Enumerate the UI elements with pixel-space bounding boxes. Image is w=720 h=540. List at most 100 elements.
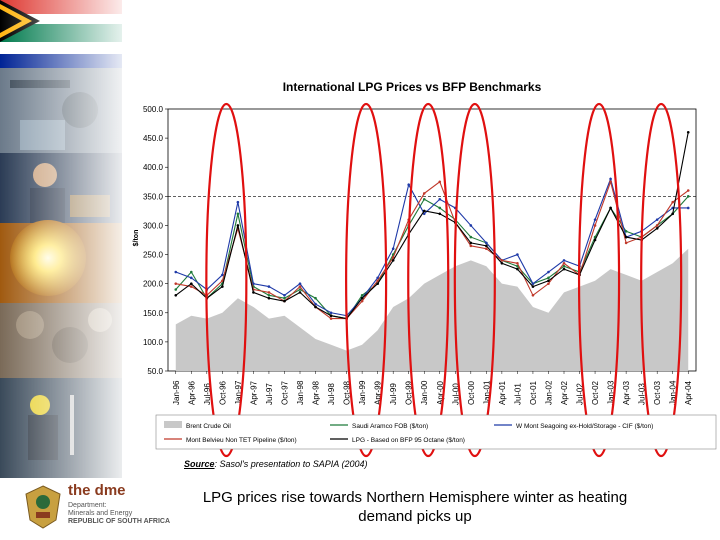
legend: Brent Crude Oil Saudi Aramco FOB ($/ton) W…: [155, 414, 717, 450]
series-point-3: [500, 261, 504, 265]
series-point-1: [376, 276, 379, 280]
series-point-2: [469, 244, 473, 248]
logo-line-3: REPUBLIC OF SOUTH AFRICA: [68, 518, 171, 525]
series-point-3: [391, 259, 395, 262]
x-tick-label: Jan-01: [482, 380, 491, 405]
series-point-2: [422, 192, 426, 195]
series-point-3: [283, 299, 286, 303]
legend-label: Mont Belvieu Non TET Pipeline ($/ton): [186, 437, 297, 444]
x-tick-label: Apr-03: [622, 380, 631, 405]
series-point-2: [593, 224, 597, 227]
series-point-0: [267, 294, 271, 297]
series-point-0: [547, 276, 550, 280]
series-point-3: [655, 227, 659, 230]
series-point-3: [376, 282, 379, 285]
x-tick-label: Oct-97: [280, 380, 289, 405]
series-point-3: [469, 241, 473, 245]
series-point-2: [686, 189, 690, 192]
x-tick-label: Jan-03: [607, 380, 616, 405]
x-tick-label: Oct-00: [467, 380, 476, 405]
x-tick-label: Apr-02: [560, 380, 569, 405]
series-line-2: [175, 179, 689, 320]
x-tick-label: Apr-04: [684, 380, 693, 405]
series-point-1: [252, 282, 255, 285]
highlight-ellipse: [577, 102, 621, 458]
series-point-3: [314, 305, 317, 309]
series-point-0: [298, 288, 302, 291]
series-point-1: [562, 259, 566, 262]
source-note: Source: Sasol's presentation to SAPIA (2…: [184, 459, 368, 469]
series-point-2: [376, 279, 379, 283]
legend-box: [155, 414, 717, 450]
logo-line-1: Department:: [68, 502, 107, 509]
series-point-0: [686, 195, 690, 198]
series-point-3: [189, 282, 193, 285]
y-tick-label: 300.0: [143, 221, 164, 230]
series-point-1: [485, 241, 488, 245]
series-point-0: [422, 197, 426, 201]
series-point-1: [547, 270, 550, 274]
series-point-0: [189, 270, 193, 274]
series-point-0: [174, 288, 178, 291]
x-tick-label: Jul-03: [638, 383, 647, 405]
source-text: : Sasol's presentation to SAPIA (2004): [214, 459, 368, 469]
series-point-1: [609, 177, 612, 181]
x-tick-label: Apr-00: [436, 380, 445, 405]
series-point-3: [298, 291, 302, 294]
series-point-2: [438, 180, 442, 184]
footer: the dme Department: Minerals and Energy …: [0, 478, 720, 540]
x-tick-label: Jul-02: [576, 383, 585, 405]
plot-layer: 500.0 450.0 400.0 350.0 300.0 250.0 200.0 150.0…: [143, 102, 697, 458]
x-tick-label: Oct-03: [653, 380, 662, 405]
y-tick-label: 400.0: [143, 163, 164, 172]
series-point-2: [547, 282, 550, 285]
series-point-2: [329, 317, 333, 320]
series-point-3: [329, 314, 333, 317]
x-tick-label: Jul-97: [265, 383, 274, 405]
x-tick-label: Oct-98: [343, 380, 352, 405]
series-point-2: [671, 200, 675, 204]
series-point-1: [329, 311, 333, 315]
series-point-3: [516, 267, 519, 271]
series-point-1: [516, 253, 519, 256]
legend-swatch: [164, 421, 182, 428]
y-tick-label: 350.0: [143, 192, 164, 201]
series-point-2: [655, 224, 659, 227]
legend-label: Saudi Aramco FOB ($/ton): [352, 423, 428, 430]
x-tick-label: Jul-96: [203, 383, 212, 405]
series-point-3: [547, 279, 550, 283]
series-point-1: [686, 206, 690, 210]
y-tick-label: 250.0: [143, 251, 164, 260]
series-point-2: [531, 294, 535, 297]
x-tick-label: Jan-02: [544, 380, 553, 405]
x-tick-label: Jul-98: [327, 383, 336, 405]
series-point-1: [391, 247, 395, 251]
series-point-0: [562, 264, 566, 268]
series-point-2: [298, 285, 302, 288]
series-point-0: [469, 235, 473, 239]
x-tick-label: Jan-98: [296, 380, 305, 405]
x-tick-label: Oct-96: [218, 380, 227, 405]
chart-svg: International LPG Prices vs BFP Benchmar…: [133, 80, 717, 458]
photo-collage: [0, 0, 122, 478]
series-point-0: [360, 294, 364, 297]
series-point-3: [252, 291, 255, 294]
series-point-2: [609, 180, 612, 184]
series-point-3: [267, 296, 271, 300]
series-point-2: [267, 291, 271, 294]
series-point-1: [422, 212, 426, 216]
decorative-photo-strip: [0, 0, 122, 478]
y-tick-label: 100.0: [143, 338, 164, 347]
series-point-1: [655, 218, 659, 221]
series-point-0: [624, 229, 628, 233]
series-point-3: [593, 238, 597, 242]
x-tick-label: Oct-02: [591, 380, 600, 405]
series-point-3: [485, 244, 488, 248]
series-point-2: [485, 247, 488, 251]
series-point-1: [267, 285, 271, 288]
x-tick-label: Apr-01: [498, 380, 507, 405]
legend-label: Brent Crude Oil: [186, 423, 231, 430]
series-point-3: [624, 235, 628, 239]
y-tick-label: 200.0: [143, 280, 164, 289]
coat-of-arms-icon: [25, 485, 61, 529]
